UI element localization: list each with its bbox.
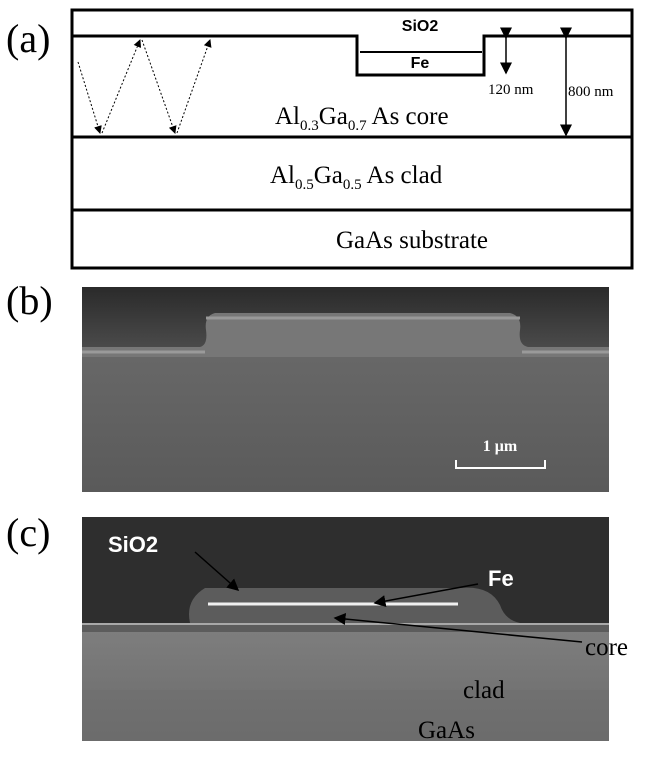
oxide-label: SiO2 <box>402 18 439 35</box>
text-part: 0.3 <box>300 118 319 134</box>
figure: (a) SiO2 Fe 120 nm 800 nm Al0.3Ga0.7 As … <box>0 0 652 757</box>
clad-label: clad <box>463 677 505 704</box>
panel-b: (b) 1 μm <box>6 278 609 492</box>
oxide-label: SiO2 <box>108 532 158 557</box>
core-label: core <box>585 634 628 661</box>
text-part: As core <box>367 103 449 130</box>
core-label: Al0.3Ga0.7 As core <box>275 103 449 134</box>
substrate-label: GaAs substrate <box>336 227 488 254</box>
text-part: 0.5 <box>343 177 362 193</box>
core-thickness: 800 nm <box>568 84 614 100</box>
substrate-region <box>82 690 609 741</box>
substrate-label: GaAs <box>418 717 475 744</box>
panel-a: (a) SiO2 Fe 120 nm 800 nm Al0.3Ga0.7 As … <box>6 10 632 268</box>
text-part: 0.5 <box>295 177 314 193</box>
scale-label: 1 μm <box>483 438 518 455</box>
panel-label: (a) <box>6 16 50 61</box>
text-part: Al <box>275 103 300 130</box>
panel-label: (b) <box>6 278 53 323</box>
text-part: As clad <box>362 162 443 189</box>
light-rays <box>78 40 210 133</box>
fe-thickness: 120 nm <box>488 82 534 98</box>
text-part: 0.7 <box>348 118 367 134</box>
text-part: Al <box>270 162 295 189</box>
text-part: Ga <box>314 162 343 189</box>
oxide-boundary <box>72 36 632 75</box>
panel-c: (c) SiO2 Fe core clad GaAs <box>6 510 628 744</box>
text-part: Ga <box>319 103 348 130</box>
clad-label: Al0.5Ga0.5 As clad <box>270 162 443 193</box>
fe-label: Fe <box>488 566 514 591</box>
fe-label: Fe <box>411 55 430 72</box>
panel-label: (c) <box>6 510 50 555</box>
